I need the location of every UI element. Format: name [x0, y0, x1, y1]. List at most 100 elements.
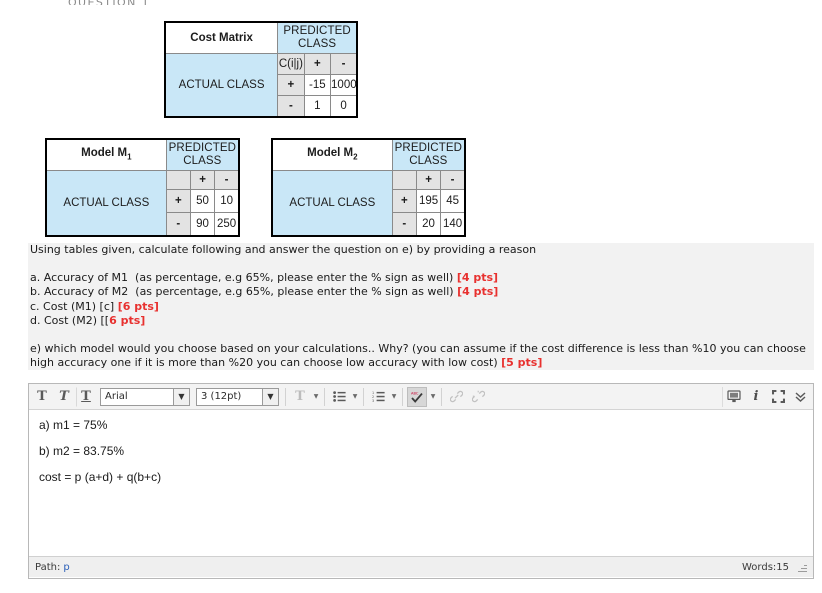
underline-button[interactable]: T — [76, 386, 96, 407]
rich-text-editor: T T T Arial ▼ 3 (12pt) ▼ T ▼ ▼ 1 — [28, 383, 814, 579]
italic-button[interactable]: T — [54, 387, 74, 407]
model-m1-table: Model M1 PREDICTED CLASS ACTUAL CLASS + … — [45, 138, 240, 237]
answer-line-a: a) m1 = 75% — [39, 418, 108, 432]
toolbar-divider — [402, 387, 403, 406]
question-text-block: Using tables given, calculate following … — [28, 243, 814, 371]
unlink-button[interactable] — [468, 387, 488, 407]
editor-toolbar: T T T Arial ▼ 3 (12pt) ▼ T ▼ ▼ 1 — [29, 384, 813, 410]
preview-button[interactable] — [724, 387, 744, 407]
model-m2-cell-mp: 20 — [415, 212, 442, 237]
answer-line-b: b) m2 = 83.75% — [39, 444, 125, 458]
cost-matrix-predicted-header: PREDICTED CLASS — [277, 21, 358, 54]
model-m2-col-minus: - — [440, 170, 466, 190]
collapse-toolbar-button[interactable] — [790, 387, 810, 407]
toolbar-right-group: i — [722, 386, 811, 407]
font-family-value: Arial — [105, 391, 128, 402]
question-item-a-text: a. Accuracy of M1 (as percentage, e.g 65… — [30, 271, 457, 285]
info-button[interactable]: i — [746, 387, 766, 407]
cost-matrix-cell-pm: 1000 — [330, 74, 358, 96]
cost-matrix-cij-label: C(i|j) — [277, 53, 305, 75]
editor-content-area[interactable]: a) m1 = 75% b) m2 = 83.75% cost = p (a+d… — [29, 410, 813, 556]
question-item-e: e) which model would you choose based on… — [28, 342, 814, 370]
font-size-value: 3 (12pt) — [201, 391, 242, 402]
model-m2-row-minus: - — [391, 212, 417, 237]
fullscreen-button[interactable] — [768, 387, 788, 407]
word-count: Words:15 — [741, 561, 789, 573]
model-m1-col-minus: - — [214, 170, 240, 190]
cost-matrix-cell-pp: -15 — [303, 74, 332, 96]
numbered-list-dropdown-arrow[interactable]: ▼ — [391, 393, 397, 400]
question-item-c: c. Cost (M1) [c] [6 pts] — [28, 300, 814, 314]
toolbar-divider — [285, 387, 286, 406]
model-m1-row-minus: - — [165, 212, 191, 237]
question-item-a: a. Accuracy of M1 (as percentage, e.g 65… — [28, 271, 814, 285]
text-color-icon: T — [295, 389, 305, 404]
spellcheck-button[interactable]: ABC — [407, 386, 427, 407]
text-style-group: T T T — [31, 386, 97, 408]
svg-text:1: 1 — [372, 391, 374, 395]
model-m1-cell-pp: 50 — [189, 189, 216, 213]
font-size-select[interactable]: 3 (12pt) ▼ — [196, 387, 279, 406]
spellcheck-dropdown-arrow[interactable]: ▼ — [430, 393, 436, 400]
toolbar-divider — [363, 387, 364, 406]
model-m1-cell-mp: 90 — [189, 212, 216, 237]
bullet-list-dropdown-arrow[interactable]: ▼ — [352, 393, 358, 400]
model-m2-title: Model M2 — [271, 138, 393, 171]
answer-line-cost: cost = p (a+d) + q(b+c) — [39, 470, 162, 484]
numbered-list-button[interactable]: 1 2 3 — [368, 387, 388, 407]
svg-text:ABC: ABC — [411, 391, 419, 395]
chevron-down-icon: ▼ — [262, 388, 278, 405]
svg-text:2: 2 — [372, 395, 374, 399]
resize-grip[interactable] — [796, 562, 807, 573]
chevron-double-down-icon — [795, 392, 805, 403]
model-m2-row-plus: + — [391, 189, 417, 213]
model-m1-corner-cell — [165, 170, 191, 190]
question-intro: Using tables given, calculate following … — [30, 243, 537, 256]
question-item-e-text: e) which model would you choose based on… — [30, 342, 806, 370]
model-m1-cell-mm: 250 — [214, 212, 240, 237]
question-item-c-points: [6 pts] — [117, 299, 159, 313]
model-m2-title-subscript: 2 — [353, 152, 358, 162]
unlink-icon — [471, 390, 485, 403]
question-item-b-points: [4 pts] — [457, 285, 499, 299]
cost-matrix-row-plus: + — [277, 74, 305, 96]
question-item-a-points: [4 pts] — [456, 271, 499, 285]
model-m2-actual-header: ACTUAL CLASS — [271, 170, 393, 237]
status-right-group: Words:15 — [742, 562, 807, 573]
numbered-list-icon: 1 2 3 — [372, 391, 385, 402]
text-color-button[interactable]: T — [290, 387, 310, 407]
text-color-dropdown-arrow[interactable]: ▼ — [313, 393, 319, 400]
model-m2-corner-cell — [391, 170, 417, 190]
cost-matrix-cell-mm: 0 — [330, 95, 358, 118]
svg-text:3: 3 — [372, 399, 374, 402]
insert-link-button[interactable] — [446, 387, 466, 407]
toolbar-divider — [441, 387, 442, 406]
expand-icon — [771, 390, 785, 403]
cost-matrix-title: Cost Matrix — [164, 21, 279, 54]
model-m2-col-plus: + — [415, 170, 442, 190]
cost-matrix-cell-mp: 1 — [303, 95, 332, 118]
cost-matrix-actual-header: ACTUAL CLASS — [164, 53, 279, 118]
info-icon: i — [753, 389, 759, 404]
bold-icon: T — [37, 389, 47, 404]
bullet-list-button[interactable] — [329, 387, 349, 407]
model-m1-row-plus: + — [165, 189, 191, 213]
model-m2-cell-mm: 140 — [440, 212, 466, 237]
model-m2-table: Model M2 PREDICTED CLASS ACTUAL CLASS + … — [271, 138, 466, 237]
model-m1-title: Model M1 — [45, 138, 167, 171]
link-icon — [449, 390, 463, 403]
underline-icon: T — [81, 389, 91, 404]
model-m2-predicted-header: PREDICTED CLASS — [391, 138, 466, 171]
question-item-b-text: b. Accuracy of M2 (as percentage, e.g 65… — [30, 285, 458, 299]
cost-matrix-row-minus: - — [277, 95, 305, 118]
font-family-select[interactable]: Arial ▼ — [100, 387, 190, 406]
bullet-list-icon — [332, 391, 346, 402]
question-item-b: b. Accuracy of M2 (as percentage, e.g 65… — [28, 285, 814, 299]
question-item-d-text: d. Cost (M2) [[ — [30, 313, 110, 327]
monitor-icon — [727, 390, 741, 403]
model-m1-col-plus: + — [189, 170, 216, 190]
model-m1-title-subscript: 1 — [127, 152, 132, 162]
question-spacer-1 — [28, 257, 814, 271]
path-value[interactable]: p — [63, 561, 70, 573]
bold-button[interactable]: T — [32, 387, 52, 407]
